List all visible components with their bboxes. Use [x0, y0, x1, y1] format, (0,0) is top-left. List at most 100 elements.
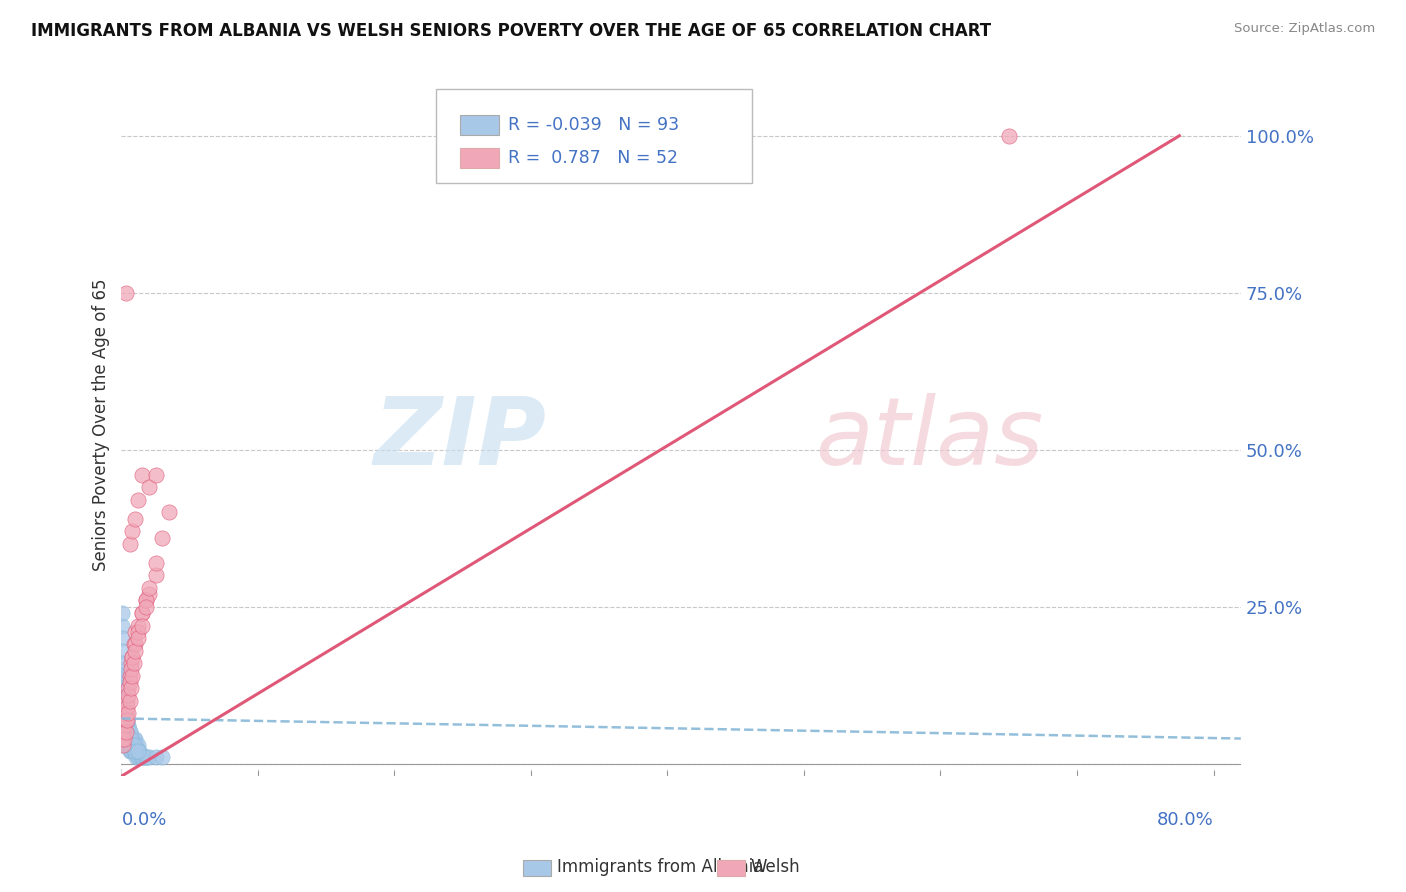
Text: 80.0%: 80.0%	[1157, 811, 1213, 829]
Point	[114, 738, 136, 752]
Point	[110, 738, 132, 752]
Point	[125, 750, 148, 764]
Point	[118, 669, 141, 683]
Point	[110, 725, 132, 739]
Point	[111, 706, 134, 721]
Point	[127, 738, 149, 752]
Point	[128, 744, 150, 758]
Point	[121, 649, 143, 664]
Point	[124, 624, 146, 639]
Point	[114, 719, 136, 733]
Point	[128, 750, 150, 764]
Point	[111, 669, 134, 683]
Point	[131, 750, 153, 764]
Point	[120, 663, 142, 677]
Point	[118, 725, 141, 739]
Point	[115, 738, 138, 752]
Point	[111, 719, 134, 733]
Text: Immigrants from Albania: Immigrants from Albania	[557, 858, 763, 876]
Point	[120, 656, 142, 670]
Point	[145, 750, 167, 764]
Point	[138, 480, 160, 494]
Text: Source: ZipAtlas.com: Source: ZipAtlas.com	[1234, 22, 1375, 36]
Point	[121, 738, 143, 752]
Text: IMMIGRANTS FROM ALBANIA VS WELSH SENIORS POVERTY OVER THE AGE OF 65 CORRELATION : IMMIGRANTS FROM ALBANIA VS WELSH SENIORS…	[31, 22, 991, 40]
Point	[127, 492, 149, 507]
Point	[122, 744, 145, 758]
Point	[112, 694, 135, 708]
Point	[112, 713, 135, 727]
Point	[112, 731, 135, 746]
Point	[121, 649, 143, 664]
Point	[111, 663, 134, 677]
Point	[110, 713, 132, 727]
Point	[111, 643, 134, 657]
Point	[118, 744, 141, 758]
Point	[111, 713, 134, 727]
Point	[124, 738, 146, 752]
Point	[131, 467, 153, 482]
Point	[132, 750, 155, 764]
Point	[145, 467, 167, 482]
Point	[124, 731, 146, 746]
Point	[111, 681, 134, 696]
Point	[111, 631, 134, 645]
Point	[131, 606, 153, 620]
Point	[112, 688, 135, 702]
Point	[122, 656, 145, 670]
Point	[111, 719, 134, 733]
Point	[111, 675, 134, 690]
Point	[117, 681, 139, 696]
Point	[114, 713, 136, 727]
Point	[117, 719, 139, 733]
Point	[118, 725, 141, 739]
Point	[117, 706, 139, 721]
Point	[117, 688, 139, 702]
Point	[124, 643, 146, 657]
Point	[120, 681, 142, 696]
Point	[121, 731, 143, 746]
Point	[114, 725, 136, 739]
Point	[112, 700, 135, 714]
Point	[114, 719, 136, 733]
Point	[117, 719, 139, 733]
Point	[111, 681, 134, 696]
Point	[114, 713, 136, 727]
Point	[152, 531, 174, 545]
Point	[111, 725, 134, 739]
Point	[120, 744, 142, 758]
Point	[136, 750, 159, 764]
Point	[111, 731, 134, 746]
Point	[118, 694, 141, 708]
Point	[129, 750, 152, 764]
Point	[111, 725, 134, 739]
Text: 0.0%: 0.0%	[121, 811, 167, 829]
Point	[127, 618, 149, 632]
Point	[112, 700, 135, 714]
Text: R = -0.039   N = 93: R = -0.039 N = 93	[508, 116, 679, 134]
Point	[115, 725, 138, 739]
Point	[114, 731, 136, 746]
Text: R =  0.787   N = 52: R = 0.787 N = 52	[508, 149, 678, 167]
Point	[124, 512, 146, 526]
Point	[111, 688, 134, 702]
Point	[127, 631, 149, 645]
Point	[111, 738, 134, 752]
Point	[111, 706, 134, 721]
Point	[114, 706, 136, 721]
Point	[120, 731, 142, 746]
Point	[114, 285, 136, 300]
Point	[135, 599, 157, 614]
Point	[112, 719, 135, 733]
Point	[115, 700, 138, 714]
Point	[111, 731, 134, 746]
Point	[135, 750, 157, 764]
Point	[135, 593, 157, 607]
Point	[111, 669, 134, 683]
Point	[117, 725, 139, 739]
Point	[125, 738, 148, 752]
Point	[115, 694, 138, 708]
Point	[110, 618, 132, 632]
Point	[111, 700, 134, 714]
Point	[124, 744, 146, 758]
